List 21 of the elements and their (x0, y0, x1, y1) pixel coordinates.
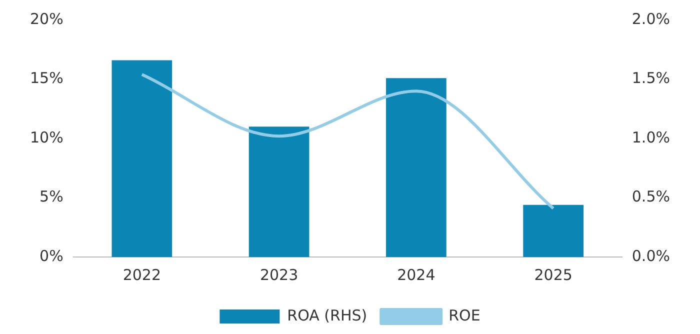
y-tick-label: 20% (30, 10, 64, 28)
y-tick-label: 0% (40, 246, 64, 265)
bar (248, 126, 310, 257)
x-tick-label: 2022 (122, 266, 162, 284)
x-tick-label: 2025 (534, 266, 572, 284)
bar (386, 78, 446, 257)
y-tick-label: 10% (30, 128, 64, 146)
y2-tick-label: 0.0% (632, 246, 670, 265)
y2-tick-label: 2.0% (632, 10, 670, 28)
y-tick-label: 15% (30, 69, 64, 88)
x-tick-label: 2023 (260, 266, 298, 284)
bar (112, 60, 172, 257)
y-tick-label: 5% (40, 188, 64, 206)
y2-tick-label: 1.5% (632, 69, 670, 88)
line-series (140, 73, 555, 210)
y2-tick-label: 1.0% (632, 128, 670, 146)
bar (523, 204, 584, 257)
x-tick-label: 2024 (397, 266, 436, 284)
legend-label: ROA (RHS) (287, 306, 368, 324)
y2-tick-label: 0.5% (632, 188, 670, 206)
legend-label: ROE (448, 306, 480, 324)
